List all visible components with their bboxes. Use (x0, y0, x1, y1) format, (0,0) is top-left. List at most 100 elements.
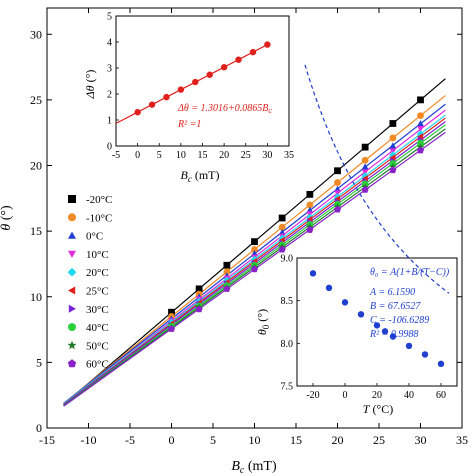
inset2-data-point (389, 333, 397, 340)
main-x-tick-label: 5 (210, 433, 216, 447)
main-data-point (334, 167, 341, 175)
main-x-ticks: -15 -10 -5 0 5 10 15 20 25 30 35 (39, 8, 468, 447)
main-data-point (361, 156, 369, 164)
inset1-x-tick-label: 20 (219, 150, 229, 161)
main-data-point (195, 305, 203, 313)
legend-label: -20°C (86, 194, 112, 206)
inset2-y-tick-label: 9.0 (281, 254, 294, 265)
legend: -20°C -10°C 0°C 10°C 20°C 25°C 30°C 40°C 50°C 60°… (67, 194, 112, 371)
inset2-data-point (341, 299, 349, 306)
main-data-point (278, 234, 286, 243)
inset1-y-tick-label: 1 (107, 116, 112, 127)
main-data-point (251, 238, 258, 246)
inset1-x-tick-label: -5 (112, 150, 120, 161)
main-data-point (389, 134, 397, 142)
main-data-point (389, 166, 397, 174)
main-data-point (389, 120, 397, 127)
inset2-data-point (381, 328, 389, 335)
inset1-frame (115, 15, 290, 147)
main-y-tick-label: 25 (30, 93, 42, 107)
main-x-tick-label: 25 (373, 433, 385, 447)
legend-label: 50°C (86, 340, 109, 352)
main-y-axis-label: θ (°) (0, 205, 14, 231)
legend-label: 30°C (86, 304, 109, 316)
main-data-point (306, 226, 314, 233)
main-data-point (306, 213, 314, 222)
inset2-param: R² = 0.9988 (369, 329, 418, 340)
main-x-tick-label: -10 (81, 433, 97, 447)
main-data-point (251, 246, 258, 253)
inset1-x-tick-label: 35 (284, 150, 294, 161)
main-data-point (223, 268, 231, 276)
main-data-point (361, 186, 369, 193)
legend-marker (68, 213, 76, 222)
legend-marker (68, 250, 76, 258)
inset2-frame (296, 257, 458, 387)
main-x-tick-label: 0 (169, 433, 175, 447)
inset1-x-tick-label: 25 (241, 150, 251, 161)
inset1-data-points (134, 41, 271, 116)
legend-label: 25°C (86, 286, 109, 298)
main-y-tick-label: 0 (36, 421, 42, 435)
inset2-data-point (325, 284, 333, 292)
inset1-data-point (192, 78, 199, 86)
main-x-tick-label: 35 (456, 433, 468, 447)
main-x-tick-label: -15 (39, 433, 55, 447)
inset1-y-tick-label: 0 (107, 142, 112, 153)
main-x-tick-label: 30 (415, 433, 427, 447)
inset2-param: C = -106.6289 (370, 315, 429, 326)
inset1-data-point (264, 41, 271, 48)
inset1-data-point (163, 93, 170, 101)
main-data-point (278, 223, 286, 231)
inset1-equation: Δθ = 1.3016+0.0865Bc (177, 103, 272, 115)
inset1-data-point (249, 48, 257, 56)
legend-marker (67, 340, 77, 350)
main-data-point (251, 250, 258, 257)
main-data-point (417, 126, 424, 133)
inset1-x-tick-label: 0 (135, 150, 140, 161)
inset1-x-tick-label: 15 (198, 150, 208, 161)
inset2-y-tick-label: 7.5 (281, 382, 294, 393)
main-y-tick-label: 30 (30, 27, 42, 41)
inset2-x-ticks: -20 0 20 40 60 (306, 383, 446, 401)
main-data-point (223, 261, 231, 269)
main-data-point (168, 308, 175, 316)
inset2-x-tick-label: 40 (404, 390, 414, 401)
inset1-data-point (177, 86, 185, 93)
inset2-data-point (421, 351, 429, 358)
inset1-x-tick-label: 5 (157, 150, 162, 161)
main-y-tick-label: 15 (30, 224, 42, 238)
inset1-y-tick-label: 3 (107, 64, 112, 75)
inset1-fit-line (115, 44, 268, 124)
main-data-point (278, 245, 286, 253)
main-data-point (195, 285, 203, 293)
main-data-point (417, 96, 424, 104)
main-data-point (306, 201, 314, 209)
legend-label: 20°C (86, 267, 109, 279)
main-data-point (334, 185, 341, 192)
inset1-x-tick-label: 10 (176, 150, 186, 161)
main-x-tick-label: 15 (290, 433, 302, 447)
inset2-y-tick-label: 8.5 (281, 296, 294, 307)
inset2-data-point (405, 342, 413, 350)
inset1-data-point (134, 109, 141, 116)
main-data-point (361, 143, 369, 151)
inset2-x-tick-label: 20 (372, 390, 382, 401)
inset2-fit-curve (304, 64, 450, 294)
inset2-param: B = 67.6527 (370, 301, 421, 312)
legend-marker (68, 231, 76, 239)
inset1-data-point (206, 71, 213, 78)
inset2-x-axis-label: T (°C) (363, 402, 393, 416)
inset2-x-tick-label: 60 (436, 390, 446, 401)
legend-label: -10°C (86, 212, 112, 224)
inset1-fit-line-path (115, 44, 268, 124)
main-data-point (306, 190, 314, 198)
inset2-data-point (373, 322, 381, 329)
main-x-tick-label: -5 (125, 433, 135, 447)
main-y-tick-label: 20 (30, 159, 42, 173)
inset2-data-point (309, 270, 317, 277)
legend-label: 60°C (86, 359, 109, 371)
main-data-point (416, 146, 425, 154)
